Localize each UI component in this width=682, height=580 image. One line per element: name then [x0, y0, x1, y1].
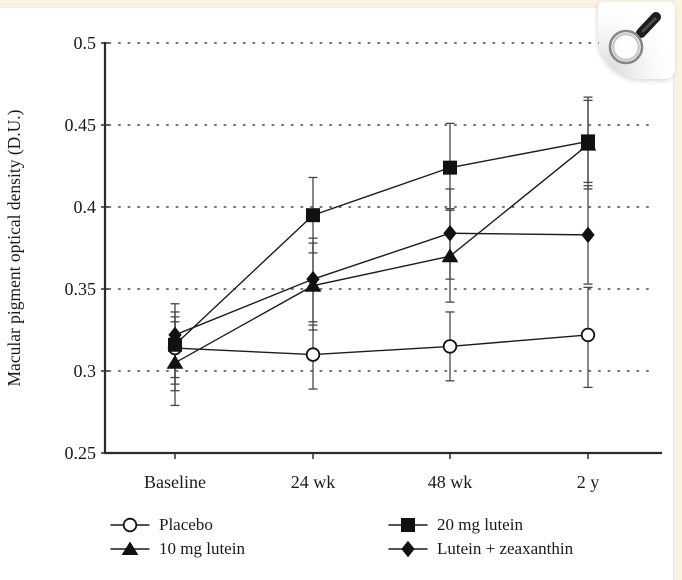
filled-square-marker-icon [388, 518, 428, 532]
filled-square-marker [581, 134, 595, 149]
line-chart: 0.25 0.3 0.35 0.4 0.45 0.5 Baseline 24 wk 48 wk 2… [4, 33, 662, 492]
x-tick-label: 2 y [577, 472, 600, 492]
filled-triangle-marker-icon [110, 541, 150, 555]
filled-diamond-marker [168, 326, 182, 344]
legend-item-20mg-lutein: 20 mg lutein [388, 514, 573, 536]
open-circle-marker [580, 327, 596, 343]
magnifier-icon [608, 12, 661, 65]
y-axis-label: Macular pigment optical density (D.U.) [4, 109, 24, 386]
legend-label: Placebo [159, 515, 213, 534]
y-tick-label: 0.45 [65, 115, 97, 135]
filled-diamond-marker [581, 226, 595, 244]
legend-item-10mg-lutein: 10 mg lutein [110, 538, 245, 560]
y-tick-label: 0.3 [74, 361, 97, 381]
x-tick-label: Baseline [144, 472, 206, 492]
open-circle-marker [442, 339, 458, 354]
filled-diamond-marker-icon [388, 541, 428, 557]
top-frame-strip [0, 0, 682, 8]
y-tick-label: 0.25 [65, 443, 97, 463]
filled-triangle-marker [441, 248, 459, 263]
right-frame-strip [673, 0, 682, 580]
legend-label: Lutein + zeaxanthin [437, 539, 574, 558]
chart-legend: Placebo 10 mg lutein 20 mg lutein [0, 514, 682, 568]
y-tick-label: 0.4 [74, 197, 97, 217]
filled-square-marker [443, 160, 457, 175]
series-line-10-mg-lutein [174, 144, 589, 364]
x-tick-label: 48 wk [428, 472, 473, 492]
series-line-lutein-zeaxanthin [174, 232, 589, 336]
open-circle-marker-icon [110, 517, 150, 533]
zoom-preview-button[interactable] [598, 2, 675, 79]
filled-triangle-marker [166, 354, 184, 369]
legend-item-placebo: Placebo [110, 514, 245, 536]
legend-item-lutein-zeaxanthin: Lutein + zeaxanthin [388, 538, 573, 560]
legend-label: 20 mg lutein [437, 515, 523, 534]
legend-label: 10 mg lutein [159, 539, 245, 558]
open-circle-marker [305, 347, 321, 362]
x-tick-label: 24 wk [291, 472, 336, 492]
series-line-20-mg-lutein [174, 140, 589, 346]
y-tick-label: 0.35 [65, 279, 97, 299]
y-tick-label: 0.5 [74, 33, 97, 53]
filled-diamond-marker [443, 224, 457, 242]
filled-diamond-marker [306, 270, 320, 288]
series-line-placebo [174, 334, 589, 356]
filled-square-marker [306, 208, 320, 223]
